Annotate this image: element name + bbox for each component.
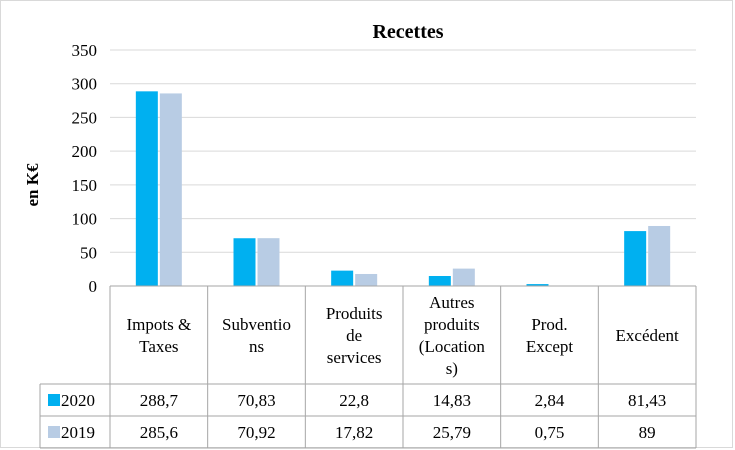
y-tick-label: 0 — [89, 277, 98, 296]
legend-swatch — [48, 394, 60, 406]
data-cell: 22,8 — [339, 391, 369, 410]
bar-2020 — [428, 276, 451, 286]
bar-2019 — [452, 268, 475, 286]
y-tick-labels: 0 50 100 150 200 250 300 350 — [72, 41, 98, 296]
bar-2020 — [135, 91, 158, 287]
legend-swatch — [48, 426, 60, 438]
data-cell: 285,6 — [140, 423, 178, 442]
bar-2019 — [257, 238, 280, 286]
bars — [135, 91, 671, 287]
data-cell: 17,82 — [335, 423, 373, 442]
y-tick-label: 350 — [72, 41, 98, 60]
gridlines — [110, 49, 696, 253]
data-cell: 2,84 — [535, 391, 565, 410]
data-cell: 288,7 — [140, 391, 179, 410]
y-tick-label: 250 — [72, 108, 98, 127]
bar-2020 — [331, 270, 354, 286]
legend-label: 2019 — [61, 423, 95, 442]
y-tick-label: 150 — [72, 176, 98, 195]
bar-2019 — [159, 93, 182, 286]
bar-2019 — [355, 273, 378, 286]
bar-2019 — [648, 225, 671, 286]
category-label: Subventio ns — [222, 315, 291, 356]
chart-title: Recettes — [372, 21, 443, 43]
category-label: Prod. Except — [526, 315, 573, 356]
bar-2020 — [526, 284, 549, 286]
data-cell: 81,43 — [628, 391, 666, 410]
y-tick-label: 100 — [72, 210, 98, 229]
data-cell: 89 — [639, 423, 656, 442]
category-label: Produits de services — [326, 304, 383, 367]
category-label: Impots & Taxes — [126, 315, 191, 356]
y-tick-label: 50 — [80, 243, 97, 262]
legend-label: 2020 — [61, 391, 95, 410]
category-label: Autres produits (Location s) — [419, 293, 486, 378]
y-axis-label: en K€ — [23, 163, 42, 206]
category-label: Excédent — [616, 326, 680, 345]
y-tick-label: 200 — [72, 142, 98, 161]
data-cell: 70,83 — [237, 391, 275, 410]
bar-2020 — [624, 231, 647, 286]
data-cell: 25,79 — [433, 423, 471, 442]
data-cell: 0,75 — [535, 423, 565, 442]
y-tick-label: 300 — [72, 75, 98, 94]
data-cell: 70,92 — [237, 423, 275, 442]
bar-2020 — [233, 238, 256, 286]
data-table: Impots & Taxes Subventio ns Produits de servic… — [39, 285, 697, 449]
data-cell: 14,83 — [433, 391, 471, 410]
